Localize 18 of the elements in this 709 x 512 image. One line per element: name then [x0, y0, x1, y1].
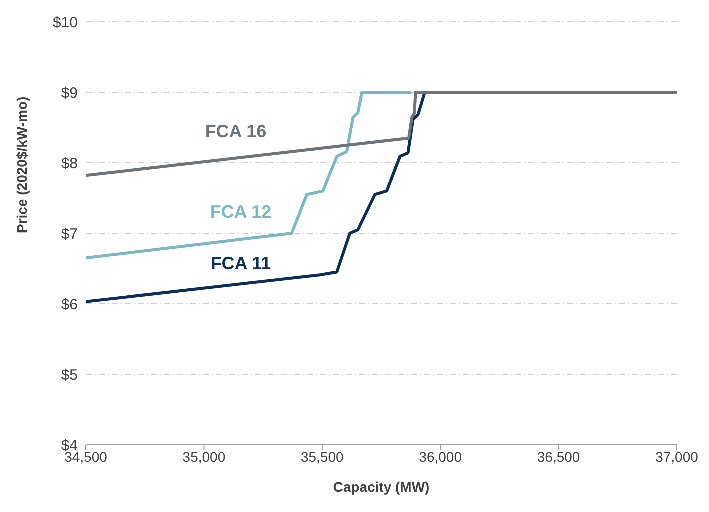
series-label: FCA 16 [205, 121, 267, 142]
series-label: FCA 12 [210, 202, 272, 222]
x-axis-title: Capacity (MW) [333, 479, 430, 495]
x-tick-label: 36,500 [537, 448, 580, 465]
x-tick-label: 36,000 [419, 448, 462, 465]
y-tick-label: $9 [61, 84, 78, 102]
y-tick-label: $7 [61, 226, 78, 243]
x-tick-label: 35,500 [300, 448, 344, 465]
x-tick-label: 37,000 [656, 448, 699, 465]
y-tick-label: $10 [52, 14, 78, 32]
x-tick-label: 35,000 [182, 448, 226, 465]
y-axis-title: Price (2020$/kW-mo) [14, 96, 30, 234]
series-label: FCA 11 [210, 254, 272, 274]
line-series [86, 91, 426, 304]
y-tick-label: $6 [61, 296, 78, 314]
y-tick-label: $5 [61, 366, 78, 384]
line-series [86, 91, 677, 178]
y-tick-label: $8 [61, 155, 78, 172]
